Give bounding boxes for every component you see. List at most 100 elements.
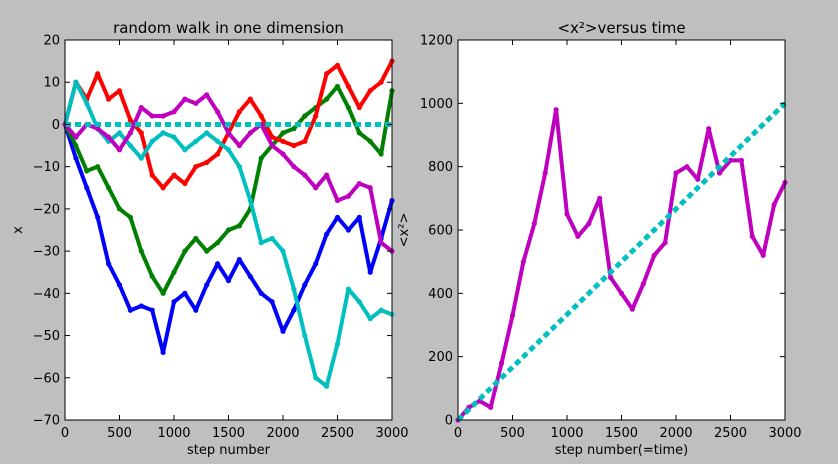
data-point	[182, 180, 188, 187]
data-point	[520, 259, 527, 265]
data-point	[313, 185, 319, 191]
data-point	[280, 328, 286, 334]
data-point	[84, 100, 90, 106]
chart-marks	[62, 58, 395, 389]
x-tick-label: 3000	[768, 426, 801, 441]
data-point	[236, 109, 242, 115]
y-tick-label: −20	[33, 202, 60, 217]
data-point	[127, 130, 133, 136]
data-point	[324, 172, 330, 178]
y-tick-label: −60	[33, 371, 60, 386]
x-tick-label: 1000	[157, 426, 190, 441]
data-point	[127, 142, 133, 149]
data-point	[149, 138, 155, 144]
data-point	[269, 235, 275, 242]
data-point	[171, 172, 177, 178]
y-tick-label: 10	[43, 76, 60, 91]
data-point	[225, 278, 232, 284]
data-point	[182, 290, 188, 296]
data-point	[215, 109, 221, 115]
data-point	[193, 307, 199, 313]
data-point	[127, 214, 133, 220]
y-tick-label: 1200	[420, 34, 453, 49]
x-tick-label: 3000	[375, 426, 408, 441]
data-point	[215, 261, 221, 267]
data-point	[367, 269, 373, 275]
data-point	[499, 360, 505, 366]
data-point	[236, 142, 242, 149]
x-tick-label: 500	[500, 426, 525, 441]
data-point	[247, 96, 253, 102]
data-point	[356, 180, 362, 187]
data-point	[258, 113, 264, 119]
data-point	[695, 176, 701, 182]
x-tick-label: 2500	[714, 426, 747, 441]
data-point	[378, 307, 384, 313]
data-point	[225, 147, 232, 153]
data-point	[160, 113, 166, 119]
y-tick-label: −50	[33, 329, 60, 344]
data-point	[345, 83, 351, 90]
data-point	[334, 62, 341, 68]
data-point	[302, 282, 308, 288]
data-point	[378, 240, 384, 246]
y-tick-label: −30	[33, 245, 60, 260]
data-point	[236, 223, 242, 229]
data-point	[182, 147, 188, 153]
data-point	[313, 261, 319, 267]
data-point	[269, 134, 275, 140]
data-point	[324, 231, 330, 237]
data-point	[345, 193, 351, 199]
data-point	[247, 197, 253, 204]
data-point	[138, 155, 144, 161]
data-point	[291, 307, 297, 313]
data-point	[127, 117, 133, 123]
data-point	[717, 170, 723, 176]
x-tick-label: 0	[454, 426, 462, 441]
data-point	[204, 159, 210, 166]
data-point	[160, 185, 166, 191]
data-point	[356, 130, 362, 136]
data-point	[586, 221, 592, 227]
y-tick-label: −70	[33, 414, 60, 429]
x-tick-label: 0	[61, 426, 69, 441]
data-point	[106, 185, 112, 191]
data-point	[291, 286, 297, 292]
data-point	[236, 164, 242, 170]
x-tick-label: 1500	[605, 426, 638, 441]
data-point	[160, 130, 166, 136]
data-point	[302, 138, 308, 144]
data-point	[575, 233, 581, 239]
data-point	[771, 202, 777, 208]
data-point	[302, 172, 308, 178]
data-point	[193, 100, 199, 106]
y-tick-label: 1000	[420, 97, 453, 112]
chart-title: random walk in one dimension	[113, 19, 344, 37]
data-point	[367, 138, 373, 144]
data-point	[727, 157, 734, 163]
data-point	[84, 168, 90, 174]
data-point	[138, 104, 144, 111]
data-point	[334, 341, 341, 347]
data-point	[204, 282, 210, 288]
data-point	[116, 282, 123, 288]
data-point	[95, 164, 101, 170]
data-point	[116, 130, 123, 136]
data-point	[367, 316, 373, 322]
data-point	[345, 286, 351, 292]
x-tick-label: 1500	[212, 426, 245, 441]
chart-marks	[455, 101, 788, 423]
data-point	[378, 151, 384, 157]
data-point	[204, 92, 210, 98]
y-tick-label: 0	[445, 414, 453, 429]
data-point	[280, 151, 286, 157]
data-point	[334, 83, 341, 90]
tick-group: 0 500 1000 1500 2000 2500 3000 −70 −60 −50 −40 −30 −…	[33, 34, 409, 442]
y-tick-label: 400	[428, 287, 453, 302]
data-point	[291, 126, 297, 132]
data-point	[116, 147, 123, 153]
data-point	[564, 211, 570, 217]
data-point	[73, 134, 79, 140]
data-point	[313, 113, 319, 119]
data-point	[204, 248, 210, 254]
